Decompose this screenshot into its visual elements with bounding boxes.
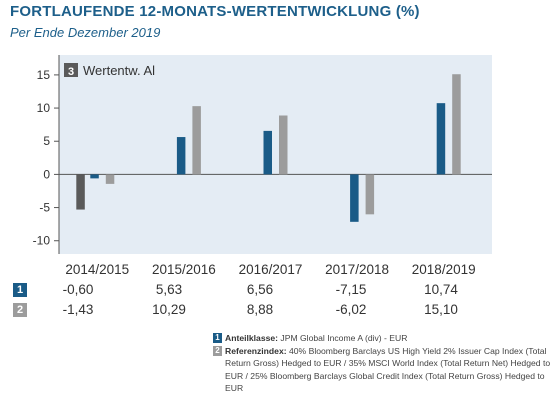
y-tick-label: 15 (37, 68, 51, 82)
x-tick-label: 2018/2019 (412, 262, 476, 277)
note-label: Anteilklasse: (225, 333, 279, 343)
legend-label: Wertentw. Al (83, 63, 155, 78)
plot-area (59, 55, 492, 254)
table-cell: 15,10 (424, 302, 458, 317)
x-tick-label: 2016/2017 (239, 262, 303, 277)
x-tick-label: 2015/2016 (152, 262, 216, 277)
bar-series-1 (90, 174, 99, 179)
bars (76, 74, 461, 222)
table-row-series-2: 2 -1,43 10,29 8,88 -6,02 15,10 (0, 300, 560, 320)
table-cell: 5,63 (155, 282, 183, 297)
bar-series-2 (452, 74, 461, 175)
note-text: JPM Global Income A (div) - EUR (278, 333, 408, 343)
legend-badge (64, 63, 78, 77)
bar-series-2 (192, 106, 201, 175)
bar-chart: -10 -5 0 5 10 15 3 Wertentw. Al 2014/2015 2015… (33, 55, 492, 277)
table-cell: -1,43 (62, 302, 94, 317)
note-text: 40% Bloomberg Barclays US High Yield 2% … (225, 346, 551, 393)
footnote-share-class: 1 Anteilklasse: JPM Global Income A (div… (213, 332, 558, 344)
y-tick-label: 10 (37, 101, 51, 115)
table-cell: 6,56 (246, 282, 274, 297)
bar-series-1 (176, 137, 186, 175)
bar-series-1 (263, 130, 272, 175)
note-label: Referenzindex: (225, 346, 287, 357)
row-badge: 2 (13, 303, 27, 317)
y-axis: -10 -5 0 5 10 15 (33, 55, 60, 254)
table-cell: -7,15 (335, 282, 367, 297)
y-tick-label: 0 (43, 167, 50, 181)
x-axis: 2014/2015 2015/2016 2016/2017 2017/2018 2018… (65, 262, 475, 277)
bar-series-2 (365, 174, 375, 215)
table-cell: 10,29 (152, 302, 186, 317)
bar-series-3 (76, 174, 85, 210)
footnotes: 1 Anteilklasse: JPM Global Income A (div… (213, 332, 558, 395)
chart-title: FORTLAUFENDE 12-MONATS-WERTENTWICKLUNG (… (10, 3, 420, 20)
bar-series-2 (279, 115, 288, 175)
chart-subtitle: Per Ende Dezember 2019 (10, 25, 161, 40)
footnote-benchmark: 2 Referenzindex: 40% Bloomberg Barclays … (213, 345, 558, 394)
table-row-series-1: 1 -0,60 5,63 6,56 -7,15 10,74 (0, 280, 560, 300)
inset-legend: 3 Wertentw. Al (64, 63, 155, 78)
y-tick-label: -10 (33, 234, 51, 248)
bar-series-1 (350, 174, 359, 222)
bar-series-1 (436, 103, 446, 175)
note-badge: 2 (213, 346, 222, 357)
legend-badge-number: 3 (68, 66, 74, 78)
y-tick-label: -5 (39, 201, 50, 215)
table-cell: 10,74 (424, 282, 458, 297)
note-badge: 1 (213, 333, 222, 343)
table-cell: -6,02 (335, 302, 367, 317)
x-tick-label: 2014/2015 (65, 262, 129, 277)
table-cell: 8,88 (246, 302, 274, 317)
table-cell: -0,60 (62, 282, 94, 297)
bar-series-2 (105, 174, 115, 184)
y-tick-label: 5 (43, 134, 50, 148)
x-tick-label: 2017/2018 (325, 262, 389, 277)
row-badge: 1 (13, 283, 27, 297)
